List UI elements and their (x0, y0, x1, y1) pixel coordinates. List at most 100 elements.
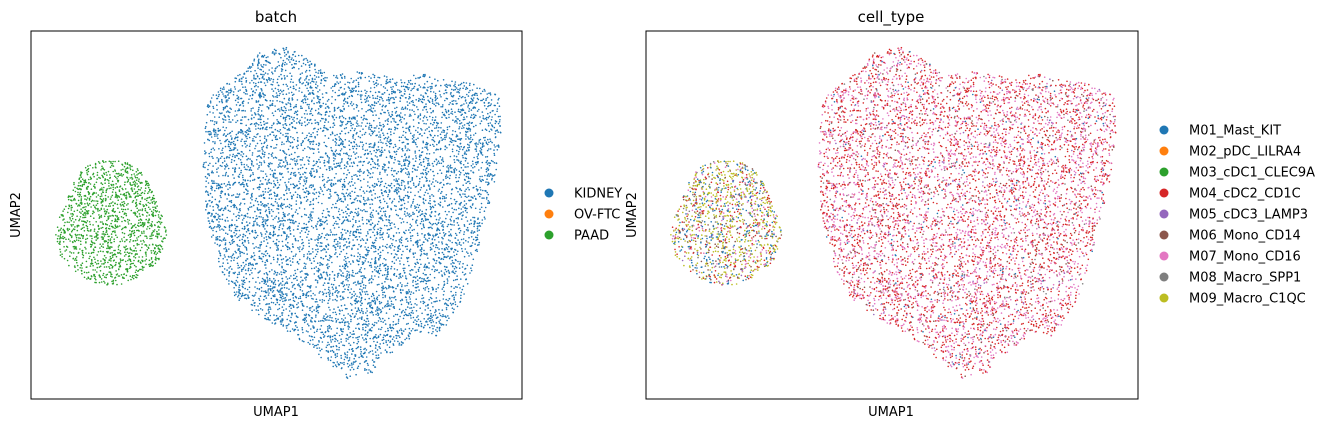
scatter-point (340, 367, 343, 370)
scatter-point (454, 232, 457, 235)
scatter-point (316, 134, 319, 136)
scatter-point (297, 297, 300, 300)
scatter-point (390, 267, 392, 270)
scatter-point (378, 136, 380, 138)
scatter-point (481, 175, 483, 178)
scatter-point (301, 309, 304, 312)
scatter-point (338, 136, 341, 138)
scatter-point (221, 186, 223, 189)
scatter-point (388, 228, 391, 231)
scatter-point (404, 187, 406, 189)
scatter-point (425, 141, 428, 144)
scatter-point (482, 115, 485, 117)
scatter-point (227, 145, 230, 148)
scatter-point (216, 185, 218, 187)
scatter-point (257, 86, 259, 88)
scatter-point (423, 269, 426, 271)
scatter-point (311, 317, 314, 319)
scatter-point (352, 151, 355, 153)
scatter-point (368, 191, 371, 193)
scatter-point (402, 85, 405, 87)
scatter-point (403, 202, 406, 205)
scatter-point (405, 308, 407, 311)
scatter-point (274, 283, 277, 286)
scatter-point (370, 142, 372, 145)
scatter-point (413, 306, 415, 309)
scatter-point (388, 100, 390, 102)
scatter-point (355, 272, 357, 275)
scatter-point (465, 278, 467, 281)
scatter-point (486, 149, 489, 152)
scatter-point (413, 74, 415, 77)
scatter-point (313, 148, 315, 150)
scatter-point (317, 108, 320, 110)
scatter-point (421, 277, 423, 280)
scatter-point (441, 131, 443, 133)
scatter-point (303, 163, 306, 166)
scatter-point (335, 287, 337, 290)
scatter-point (322, 257, 325, 260)
scatter-point (349, 220, 352, 222)
scatter-point (491, 177, 493, 180)
scatter-point (384, 349, 387, 351)
scatter-point (391, 167, 393, 170)
scatter-point (394, 128, 396, 131)
scatter-point (417, 318, 420, 321)
scatter-point (284, 300, 286, 302)
scatter-point (267, 187, 270, 190)
scatter-point (250, 256, 252, 259)
scatter-point (261, 260, 264, 263)
scatter-point (294, 151, 296, 154)
scatter-point (466, 226, 469, 229)
scatter-point (420, 325, 423, 328)
scatter-point (407, 240, 409, 242)
scatter-point (362, 327, 364, 329)
scatter-point (441, 288, 444, 290)
scatter-point (423, 252, 425, 255)
scatter-point (275, 244, 278, 246)
scatter-point (323, 71, 326, 74)
scatter-point (400, 344, 402, 346)
scatter-point (263, 142, 266, 144)
scatter-point (472, 232, 475, 234)
scatter-point (380, 84, 382, 86)
scatter-point (448, 271, 450, 273)
scatter-point (276, 261, 279, 263)
scatter-point (426, 286, 429, 288)
scatter-point (283, 297, 285, 300)
scatter-point (320, 249, 323, 252)
scatter-point (415, 271, 418, 274)
scatter-point (392, 97, 395, 99)
scatter-point (455, 180, 458, 183)
scatter-point (298, 207, 301, 209)
scatter-point (362, 312, 364, 315)
scatter-point (314, 122, 317, 124)
scatter-point (415, 99, 418, 101)
scatter-point (349, 375, 352, 378)
scatter-point (232, 238, 234, 241)
scatter-point (267, 279, 269, 281)
scatter-point (315, 266, 318, 268)
scatter-point (443, 284, 445, 287)
scatter-point (424, 199, 427, 202)
scatter-point (276, 207, 278, 210)
scatter-point (355, 221, 357, 224)
scatter-point (393, 262, 396, 265)
scatter-point (236, 281, 239, 283)
scatter-point (253, 236, 255, 239)
scatter-point (280, 223, 282, 225)
scatter-point (260, 235, 263, 237)
scatter-point (340, 231, 343, 234)
scatter-point (323, 335, 326, 337)
scatter-point (431, 238, 434, 241)
scatter-point (286, 198, 289, 200)
scatter-point (241, 285, 244, 288)
scatter-point (415, 290, 418, 292)
scatter-point (439, 201, 442, 204)
scatter-point (262, 145, 265, 148)
scatter-point (233, 256, 236, 259)
scatter-point (337, 318, 339, 321)
scatter-point (232, 153, 234, 156)
scatter-point (318, 69, 320, 72)
